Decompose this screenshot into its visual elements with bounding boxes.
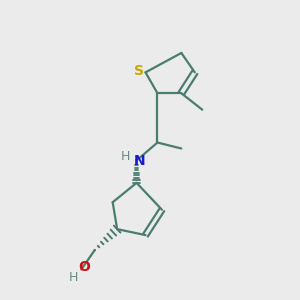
Text: N: N <box>134 154 146 168</box>
Text: H: H <box>68 271 78 284</box>
Text: O: O <box>78 260 90 274</box>
Text: S: S <box>134 64 144 78</box>
Text: H: H <box>121 150 130 164</box>
